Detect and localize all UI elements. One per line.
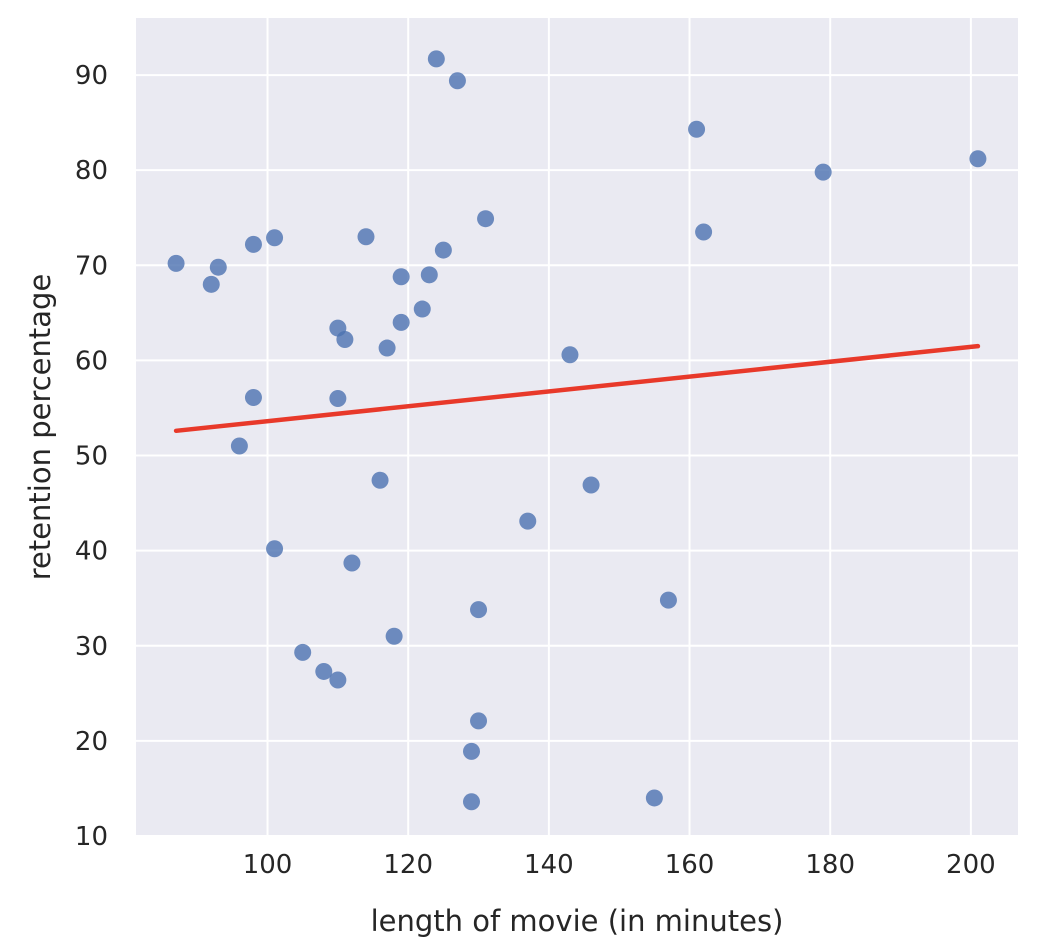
grid-lines	[136, 18, 1018, 837]
y-tick-label: 30	[75, 632, 108, 662]
regression-line	[173, 343, 981, 434]
data-point	[294, 643, 312, 661]
data-point	[266, 229, 284, 247]
data-point	[202, 275, 220, 293]
data-point	[470, 601, 488, 619]
data-point	[357, 228, 375, 246]
data-point	[462, 742, 480, 760]
data-point	[266, 540, 284, 558]
data-point	[336, 330, 354, 348]
data-point	[385, 627, 403, 645]
y-tick-label: 50	[75, 442, 108, 472]
plot-area	[136, 18, 1018, 836]
data-point	[470, 712, 488, 730]
data-point	[969, 150, 987, 168]
data-point	[814, 163, 832, 181]
data-point	[427, 50, 445, 68]
y-axis-ticks: 10 20 30 40 50 60 70 80 90	[75, 61, 108, 852]
y-tick-label: 40	[75, 537, 108, 567]
data-point	[659, 591, 677, 609]
data-point	[434, 241, 452, 259]
x-tick-label: 160	[665, 850, 715, 880]
data-point	[244, 389, 262, 407]
x-tick-label: 100	[243, 850, 293, 880]
y-tick-label: 70	[75, 251, 108, 281]
data-point	[519, 512, 537, 530]
x-tick-label: 180	[805, 850, 855, 880]
y-tick-label: 10	[75, 822, 108, 852]
data-point	[392, 313, 410, 331]
data-points	[167, 50, 987, 811]
data-point	[209, 258, 227, 276]
x-axis-label: length of movie (in minutes)	[371, 904, 784, 938]
y-tick-label: 90	[75, 61, 108, 91]
data-point	[420, 266, 438, 284]
data-point	[695, 223, 713, 241]
data-point	[378, 339, 396, 357]
y-tick-label: 20	[75, 727, 108, 757]
data-point	[329, 389, 347, 407]
y-tick-label: 80	[75, 156, 108, 186]
data-point	[561, 346, 579, 364]
data-point	[371, 471, 389, 489]
data-point	[688, 120, 706, 138]
data-point	[477, 210, 495, 228]
x-tick-label: 120	[383, 850, 433, 880]
data-point	[343, 554, 361, 572]
data-point	[230, 437, 248, 455]
data-point	[329, 671, 347, 689]
data-point	[462, 793, 480, 811]
data-point	[392, 268, 410, 286]
x-tick-label: 140	[524, 850, 574, 880]
data-point	[167, 254, 185, 272]
x-tick-label: 200	[946, 850, 996, 880]
data-point	[448, 72, 466, 90]
data-point	[582, 476, 600, 494]
x-axis-ticks: 100 120 140 160 180 200	[243, 850, 996, 880]
y-axis-label: retention percentage	[23, 274, 57, 581]
y-tick-label: 60	[75, 346, 108, 376]
data-point	[244, 235, 262, 253]
regression-line-group	[173, 343, 981, 434]
data-point	[645, 789, 663, 807]
data-point	[413, 300, 431, 318]
data-point	[315, 662, 333, 680]
